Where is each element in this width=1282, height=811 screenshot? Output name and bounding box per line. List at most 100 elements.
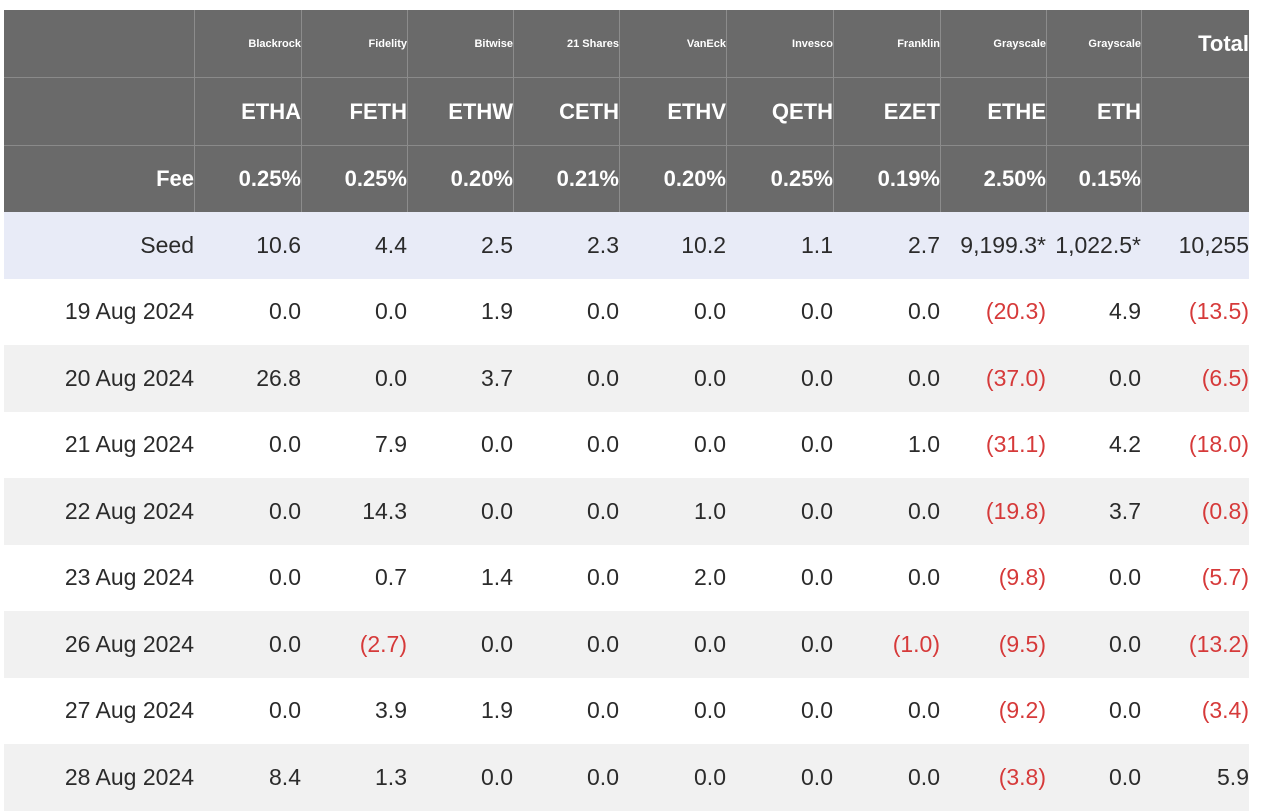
flow-value-feth: 14.3 (301, 478, 407, 545)
flow-value-ethv: 0.0 (619, 744, 726, 811)
flow-value-etha: 0.0 (194, 278, 301, 345)
flow-value-ezet: 0.0 (833, 744, 940, 811)
flow-value-qeth: 0.0 (726, 677, 833, 744)
flow-value-ethw: 0.0 (407, 611, 513, 678)
ticker-header-eth: ETH (1046, 78, 1141, 146)
fee-ethe: 2.50% (940, 146, 1046, 212)
row-total-value: 10,255 (1141, 212, 1249, 279)
flow-value-ezet: 0.0 (833, 278, 940, 345)
row-date-label: 22 Aug 2024 (4, 478, 194, 545)
flow-value-eth: 0.0 (1046, 611, 1141, 678)
issuer-header-ethv: VanEck (619, 10, 726, 78)
flow-value-qeth: 0.0 (726, 478, 833, 545)
flow-value-ceth: 0.0 (513, 544, 619, 611)
table-row: 26 Aug 2024 0.0 (2.7) 0.0 0.0 0.0 0.0 (1.0) (9.5… (4, 611, 1249, 678)
flow-value-ethv: 0.0 (619, 411, 726, 478)
flow-value-qeth: 0.0 (726, 345, 833, 412)
table-row: 21 Aug 2024 0.0 7.9 0.0 0.0 0.0 0.0 1.0 (31.1) 4.… (4, 411, 1249, 478)
issuer-header-etha: Blackrock (194, 10, 301, 78)
issuer-header-ethe: Grayscale (940, 10, 1046, 78)
flow-value-etha: 10.6 (194, 212, 301, 279)
flow-value-feth: 7.9 (301, 411, 407, 478)
flow-value-eth: 4.9 (1046, 278, 1141, 345)
ticker-header-feth: FETH (301, 78, 407, 146)
row-date-label: 20 Aug 2024 (4, 345, 194, 412)
ticker-row-total-cell (1141, 78, 1249, 146)
flow-value-ezet: 1.0 (833, 411, 940, 478)
flow-value-ethw: 2.5 (407, 212, 513, 279)
flow-value-ethw: 0.0 (407, 744, 513, 811)
flow-value-feth: 0.0 (301, 278, 407, 345)
flow-value-ethv: 2.0 (619, 544, 726, 611)
flow-value-eth: 4.2 (1046, 411, 1141, 478)
row-total-value: 5.9 (1141, 744, 1249, 811)
flow-value-feth: (2.7) (301, 611, 407, 678)
flow-value-ezet: 0.0 (833, 544, 940, 611)
table-row: 20 Aug 2024 26.8 0.0 3.7 0.0 0.0 0.0 0.0 (37.0) 0… (4, 345, 1249, 412)
flow-value-etha: 0.0 (194, 544, 301, 611)
table-row: 22 Aug 2024 0.0 14.3 0.0 0.0 1.0 0.0 0.0 (19.8) 3… (4, 478, 1249, 545)
flow-value-qeth: 0.0 (726, 744, 833, 811)
flow-value-etha: 0.0 (194, 611, 301, 678)
flow-value-ethv: 0.0 (619, 611, 726, 678)
flow-value-ceth: 0.0 (513, 744, 619, 811)
flow-value-qeth: 0.0 (726, 278, 833, 345)
flow-value-ezet: 2.7 (833, 212, 940, 279)
flow-value-ethe: (3.8) (940, 744, 1046, 811)
flow-value-ethw: 0.0 (407, 478, 513, 545)
row-date-label: Seed (4, 212, 194, 279)
table-row: 19 Aug 2024 0.0 0.0 1.9 0.0 0.0 0.0 0.0 (20.3) 4.… (4, 278, 1249, 345)
row-total-value: (6.5) (1141, 345, 1249, 412)
fee-row-total-cell (1141, 146, 1249, 212)
fee-ceth: 0.21% (513, 146, 619, 212)
ticker-header-ethw: ETHW (407, 78, 513, 146)
flow-value-ethe: (9.5) (940, 611, 1046, 678)
total-header: Total (1141, 10, 1249, 78)
flow-value-ezet: 0.0 (833, 345, 940, 412)
flow-value-ceth: 0.0 (513, 278, 619, 345)
flow-value-ethv: 0.0 (619, 345, 726, 412)
issuer-header-ceth: 21 Shares (513, 10, 619, 78)
flow-value-ethw: 1.4 (407, 544, 513, 611)
flow-value-feth: 4.4 (301, 212, 407, 279)
flow-value-feth: 0.7 (301, 544, 407, 611)
flow-value-ethe: (9.8) (940, 544, 1046, 611)
row-date-label: 27 Aug 2024 (4, 677, 194, 744)
flow-value-feth: 1.3 (301, 744, 407, 811)
flow-value-feth: 0.0 (301, 345, 407, 412)
fee-ethw: 0.20% (407, 146, 513, 212)
row-total-value: (18.0) (1141, 411, 1249, 478)
flow-value-eth: 3.7 (1046, 478, 1141, 545)
table-row: Seed 10.6 4.4 2.5 2.3 10.2 1.1 2.7 9,199.3* 1,022… (4, 212, 1249, 279)
row-date-label: 28 Aug 2024 (4, 744, 194, 811)
flow-value-ethe: (31.1) (940, 411, 1046, 478)
ticker-header-ezet: EZET (833, 78, 940, 146)
flow-value-ethw: 3.7 (407, 345, 513, 412)
flow-value-ethv: 0.0 (619, 677, 726, 744)
flow-value-ethw: 0.0 (407, 411, 513, 478)
flow-value-ethe: (20.3) (940, 278, 1046, 345)
flow-value-eth: 0.0 (1046, 544, 1141, 611)
issuer-header-row: Blackrock Fidelity Bitwise 21 Shares VanEck I… (4, 10, 1249, 78)
row-total-value: (5.7) (1141, 544, 1249, 611)
ticker-header-ethe: ETHE (940, 78, 1046, 146)
issuer-header-eth: Grayscale (1046, 10, 1141, 78)
flow-value-etha: 0.0 (194, 677, 301, 744)
flow-value-ethv: 1.0 (619, 478, 726, 545)
fee-ethv: 0.20% (619, 146, 726, 212)
flow-value-ceth: 0.0 (513, 611, 619, 678)
flow-value-qeth: 0.0 (726, 411, 833, 478)
flow-value-etha: 0.0 (194, 478, 301, 545)
flow-value-eth: 0.0 (1046, 345, 1141, 412)
fee-feth: 0.25% (301, 146, 407, 212)
row-date-label: 21 Aug 2024 (4, 411, 194, 478)
header-corner-cell (4, 10, 194, 78)
flow-value-etha: 0.0 (194, 411, 301, 478)
flow-value-ceth: 0.0 (513, 411, 619, 478)
fee-ezet: 0.19% (833, 146, 940, 212)
flow-value-qeth: 0.0 (726, 544, 833, 611)
flow-value-ethv: 10.2 (619, 212, 726, 279)
flow-value-ceth: 2.3 (513, 212, 619, 279)
fee-etha: 0.25% (194, 146, 301, 212)
fee-label: Fee (4, 146, 194, 212)
